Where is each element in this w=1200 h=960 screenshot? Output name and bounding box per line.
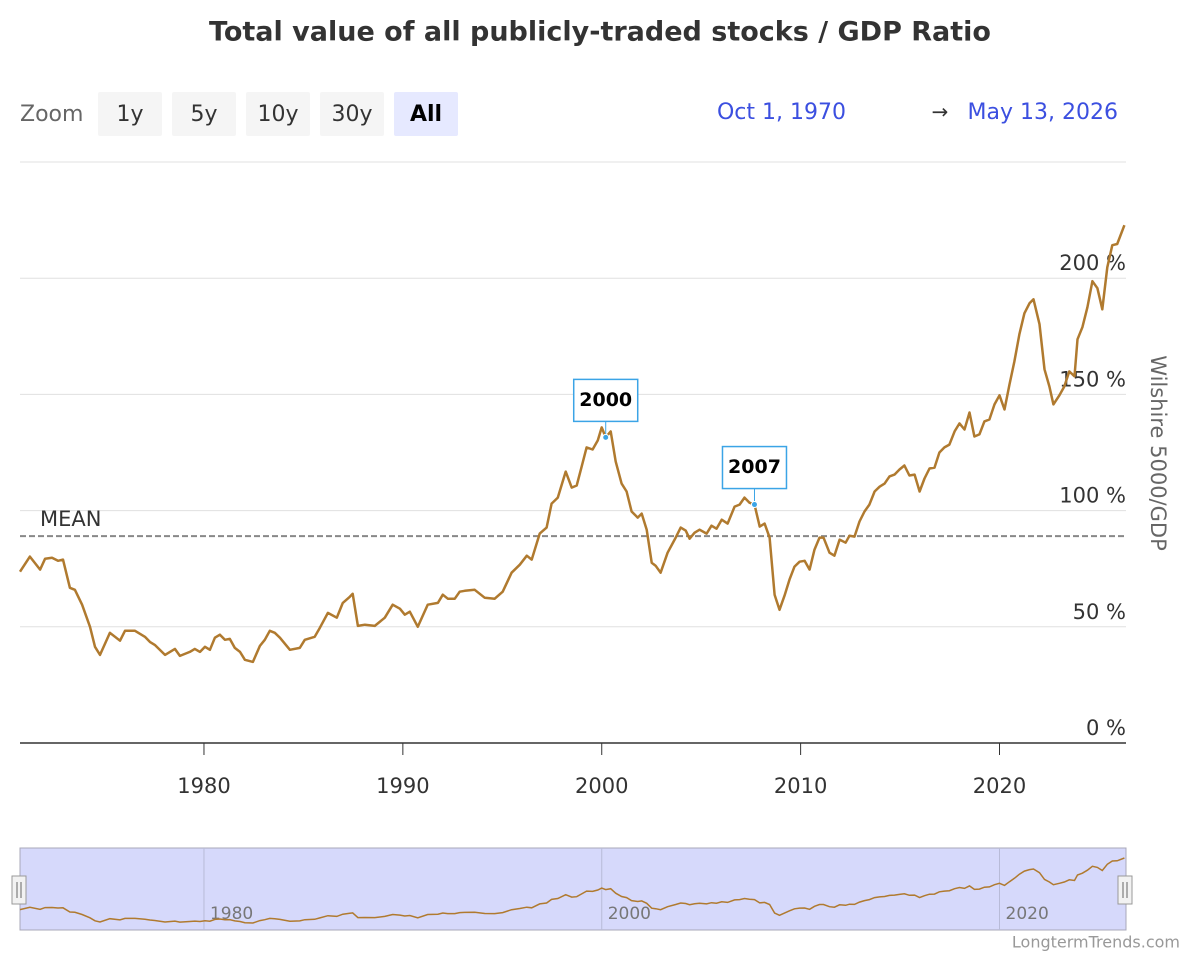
x-tick-label: 1990: [376, 774, 429, 798]
flag-box: [721, 445, 788, 490]
zoom-button[interactable]: [172, 92, 236, 136]
chart-title: Total value of all publicly-traded stock…: [209, 17, 991, 48]
navigator-mask[interactable]: [19, 847, 1127, 931]
navigator-handle[interactable]: [11, 875, 27, 905]
x-tick-label: 2010: [774, 774, 827, 798]
zoom-button-label[interactable]: 30y: [331, 102, 372, 127]
mean-label: MEAN: [40, 507, 101, 531]
y-tick-label: 200 %: [1059, 251, 1126, 275]
zoom-button-label[interactable]: All: [410, 102, 442, 127]
flag-box: [572, 378, 639, 423]
range-to[interactable]: May 13, 2026: [968, 100, 1118, 125]
zoom-button[interactable]: [246, 92, 310, 136]
y-tick-label: 0 %: [1086, 716, 1126, 740]
zoom-button[interactable]: [394, 92, 458, 136]
x-tick-label: 1980: [177, 774, 230, 798]
zoom-button[interactable]: [320, 92, 384, 136]
navigator-line: [19, 857, 1125, 924]
y-axis-title: Wilshire 5000/GDP: [1146, 355, 1170, 550]
zoom-button[interactable]: [98, 92, 162, 136]
range-from[interactable]: Oct 1, 1970: [717, 100, 846, 125]
flag-label: 2000: [579, 389, 632, 411]
zoom-button-label[interactable]: 1y: [116, 102, 143, 127]
series-line: [18, 224, 1126, 664]
zoom-button-label[interactable]: 5y: [190, 102, 217, 127]
y-tick-label: 100 %: [1059, 484, 1126, 508]
flag-label: 2007: [728, 456, 781, 478]
navigator-tick-label: 1980: [210, 904, 253, 924]
zoom-label: Zoom: [20, 102, 83, 127]
navigator-tick-label: 2020: [1006, 904, 1049, 924]
x-tick-label: 2000: [575, 774, 628, 798]
credit: LongtermTrends.com: [1012, 933, 1180, 952]
y-tick-label: 50 %: [1073, 600, 1126, 624]
zoom-button-label[interactable]: 10y: [257, 102, 298, 127]
navigator-handle[interactable]: [1117, 875, 1133, 905]
flag-point: [750, 501, 758, 509]
flag-point: [602, 433, 610, 441]
navigator-tick-label: 2000: [608, 904, 651, 924]
range-arrow: →: [932, 100, 949, 124]
x-tick-label: 2020: [973, 774, 1026, 798]
